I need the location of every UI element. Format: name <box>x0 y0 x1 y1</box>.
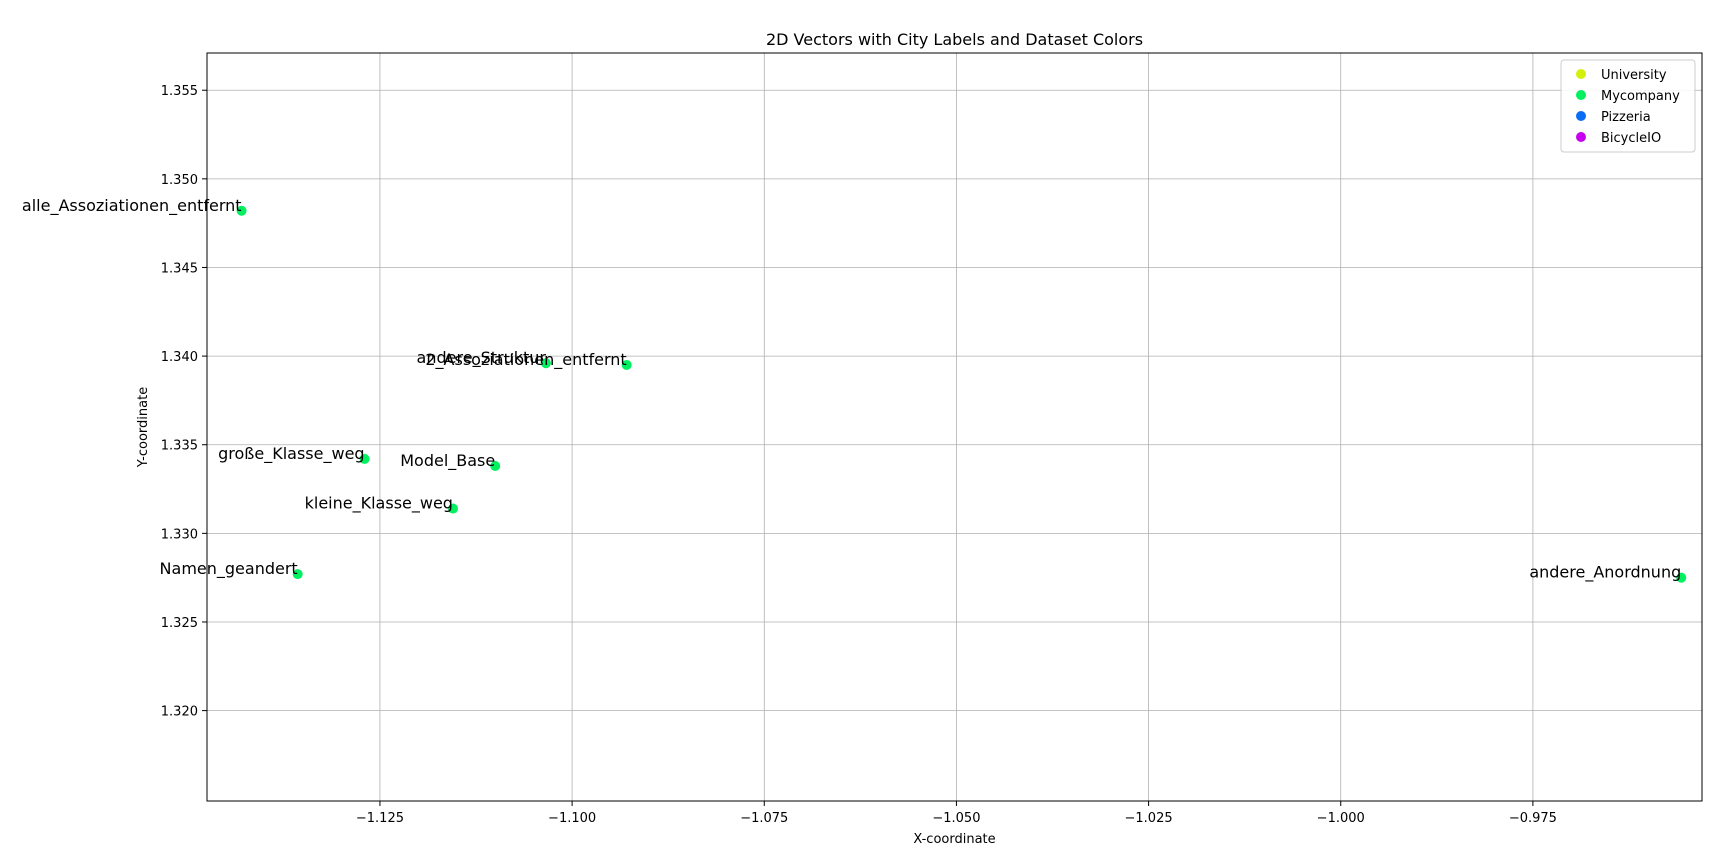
data-point <box>447 503 458 514</box>
data-point <box>490 460 501 471</box>
x-tick-label: −0.975 <box>1509 811 1557 826</box>
axis-ticks: −1.125 −1.100 −1.075 −1.050 −1.025 −1.000 −0.9… <box>161 84 1557 826</box>
x-tick-label: −1.050 <box>932 811 980 826</box>
data-point <box>540 358 551 369</box>
point-labels: alle_Assoziationen_entfernt andere_Strukt… <box>22 196 1681 583</box>
chart-title: 2D Vectors with City Labels and Dataset … <box>766 30 1143 49</box>
data-point <box>292 569 303 580</box>
point-label: andere_Struktur <box>417 348 547 368</box>
point-label: andere_Anordnung <box>1529 563 1681 583</box>
point-label: große_Klasse_weg <box>218 444 364 464</box>
x-tick-label: −1.075 <box>740 811 788 826</box>
x-tick-label: −1.100 <box>548 811 596 826</box>
data-point <box>621 359 632 370</box>
x-tick-label: −1.025 <box>1125 811 1173 826</box>
y-axis-label: Y-coordinate <box>136 387 151 468</box>
grid-lines <box>207 53 1702 801</box>
legend-marker <box>1576 111 1586 121</box>
y-tick-label: 1.325 <box>161 616 198 631</box>
y-tick-label: 1.350 <box>161 173 198 188</box>
point-label: alle_Assoziationen_entfernt <box>22 196 242 216</box>
y-tick-label: 1.320 <box>161 705 198 720</box>
point-label: kleine_Klasse_weg <box>305 494 453 514</box>
data-points <box>236 205 1687 583</box>
x-tick-label: −1.125 <box>356 811 404 826</box>
legend-marker <box>1576 69 1586 79</box>
point-label: Namen_geandert <box>160 559 298 579</box>
point-label: Model_Base <box>400 451 495 471</box>
data-point <box>236 205 247 216</box>
x-axis-label: X-coordinate <box>913 832 995 847</box>
legend-entry: Pizzeria <box>1601 110 1651 125</box>
y-tick-label: 1.335 <box>161 439 198 454</box>
y-tick-label: 1.330 <box>161 527 198 542</box>
legend-entry: Mycompany <box>1601 89 1680 104</box>
point-label: 2_Assoziationen_entfernt <box>425 350 626 370</box>
y-tick-label: 1.345 <box>161 261 198 276</box>
legend-box <box>1560 59 1696 153</box>
data-point <box>1676 572 1687 583</box>
legend-marker <box>1576 132 1586 142</box>
legend-entry: University <box>1601 68 1667 83</box>
legend: University Mycompany Pizzeria BicycleIO <box>1560 59 1696 153</box>
x-tick-label: −1.000 <box>1317 811 1365 826</box>
plot-area-frame <box>206 52 1703 802</box>
data-point <box>359 453 370 464</box>
y-tick-label: 1.340 <box>161 350 198 365</box>
y-tick-label: 1.355 <box>161 84 198 99</box>
legend-entry: BicycleIO <box>1601 131 1661 146</box>
legend-marker <box>1576 90 1586 100</box>
